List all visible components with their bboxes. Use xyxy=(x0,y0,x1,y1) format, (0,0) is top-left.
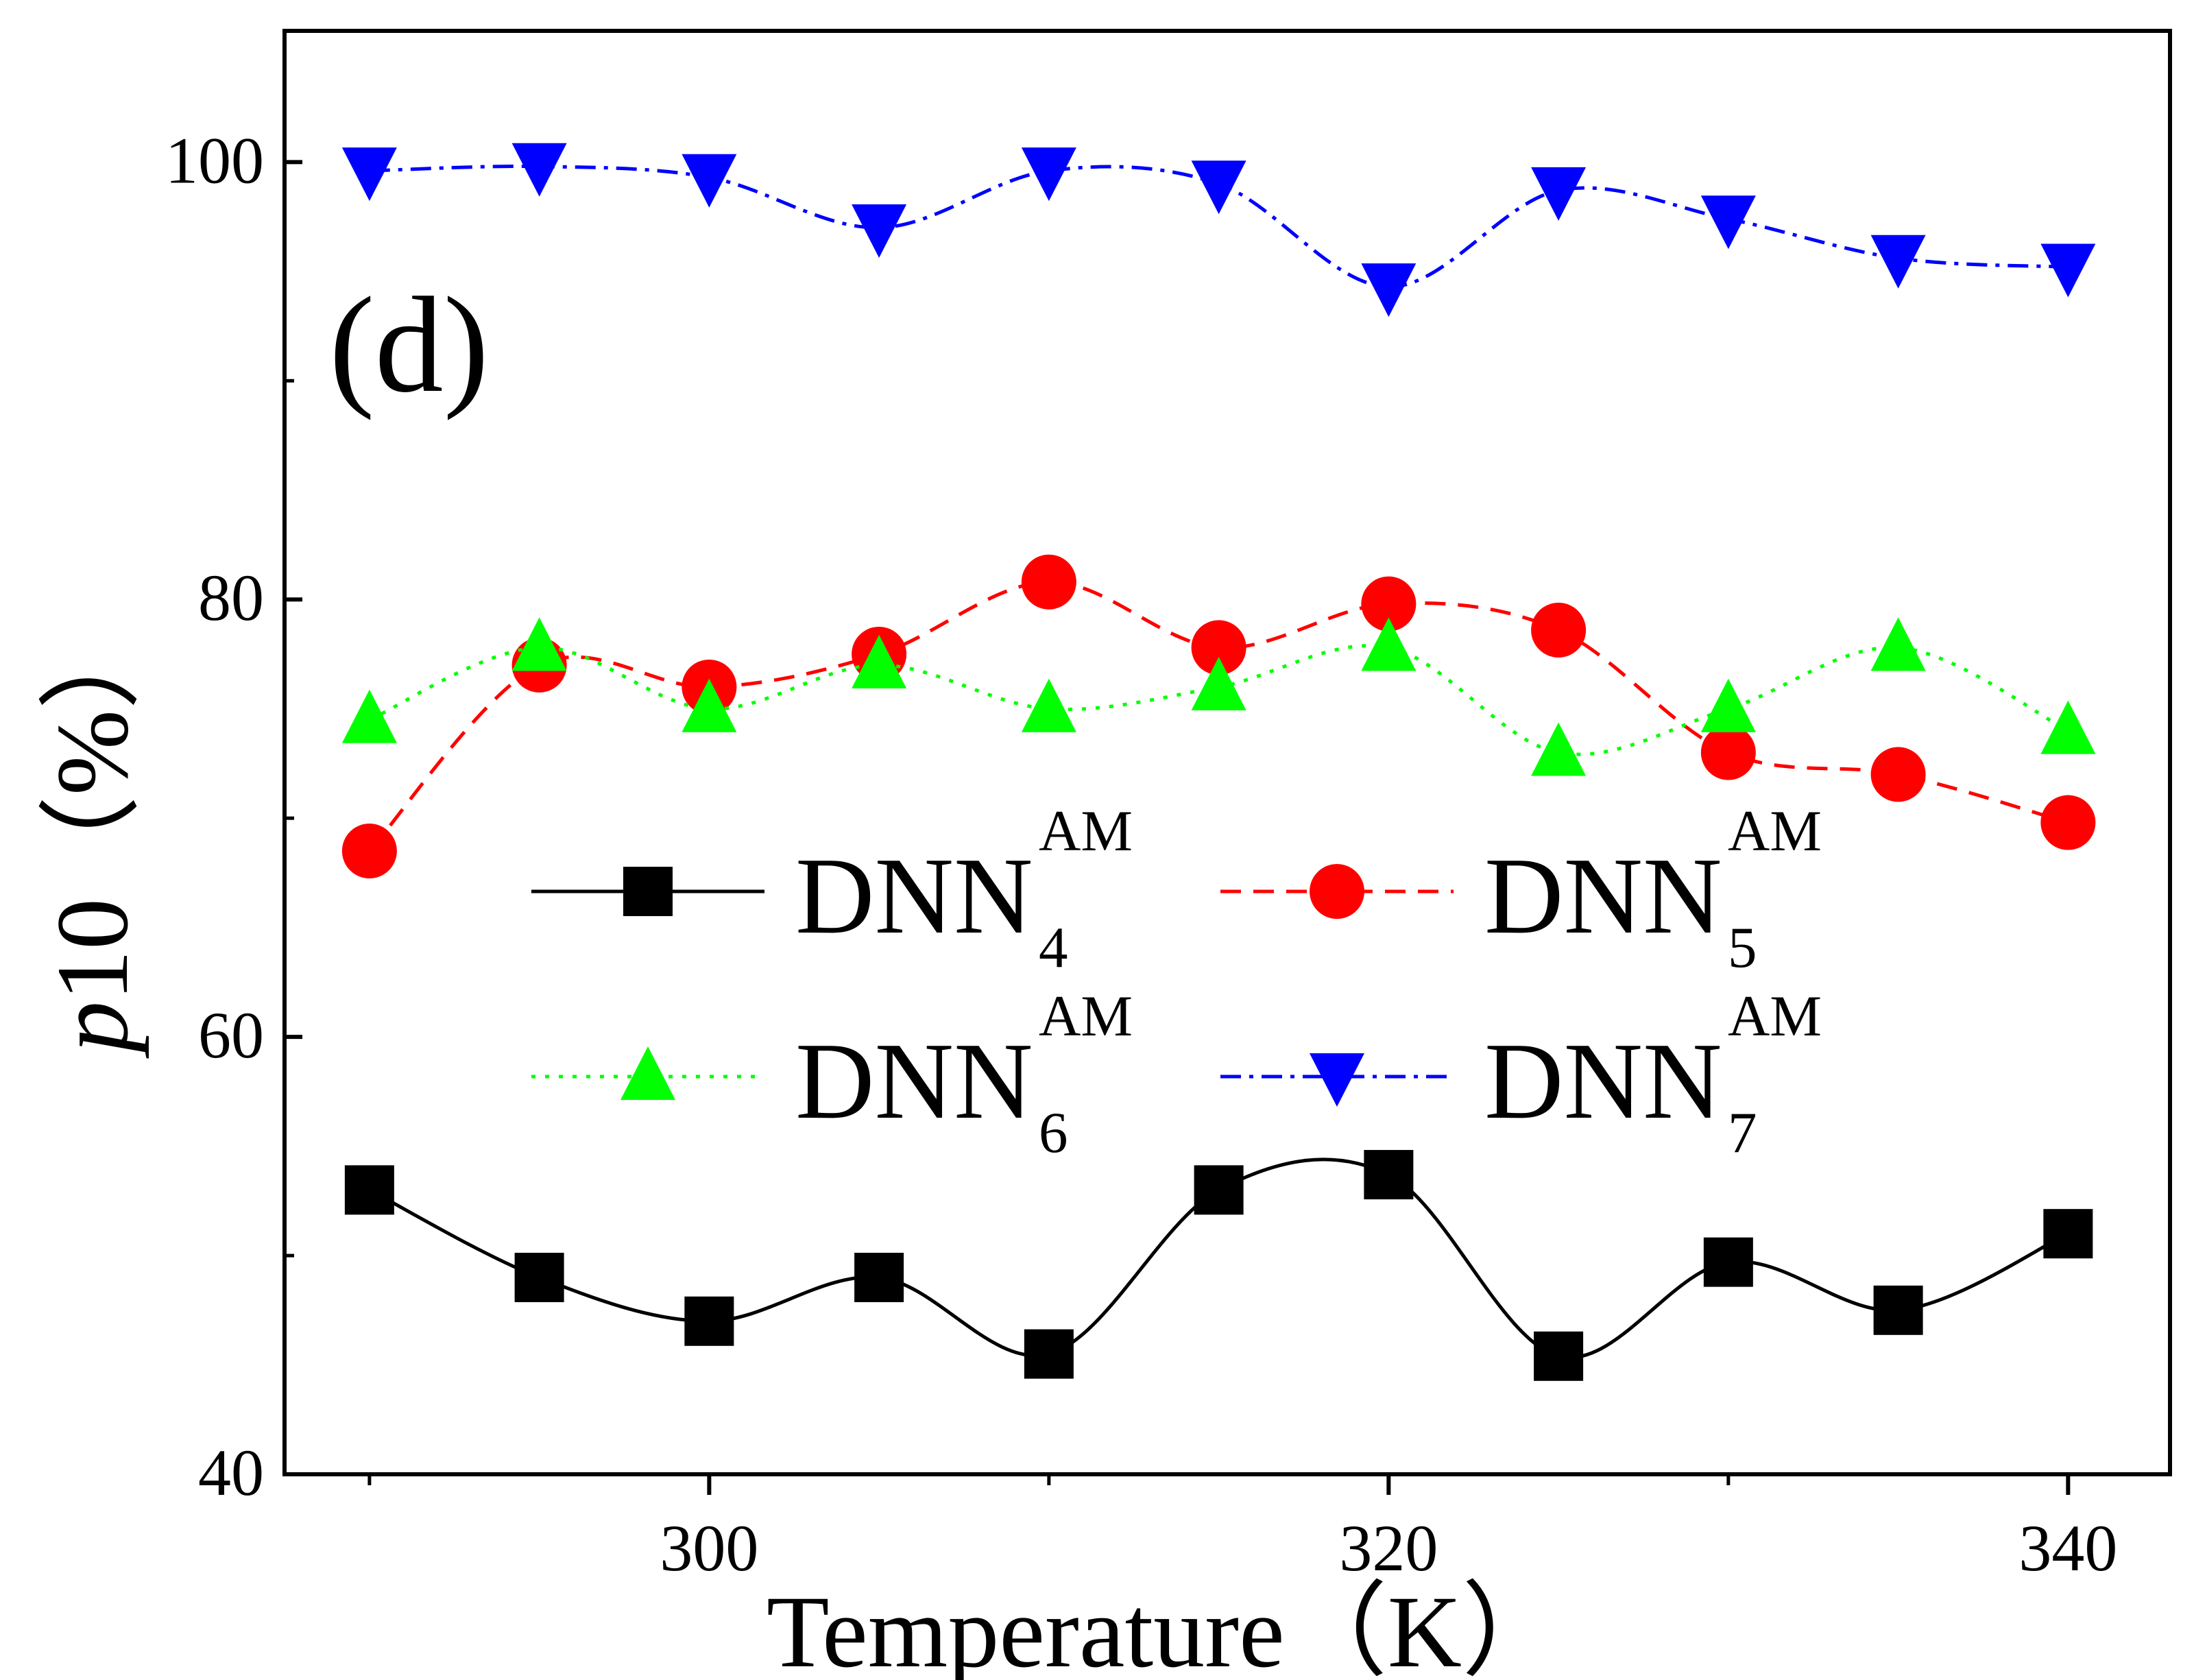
panel-label: (d) xyxy=(329,269,489,421)
series-dnn7-point xyxy=(2040,243,2096,298)
legend-marker xyxy=(623,867,673,916)
series-dnn5-point xyxy=(1191,620,1246,675)
series-dnn7-point xyxy=(1191,160,1246,215)
series-dnn4-point xyxy=(854,1252,904,1302)
series-dnn5-point xyxy=(2040,795,2096,850)
series-dnn4-point xyxy=(1024,1329,1074,1379)
series-dnn6-point xyxy=(1191,656,1246,710)
legend-label-superscript: AM xyxy=(1039,799,1133,863)
series-dnn6-point xyxy=(511,617,567,671)
plot-border xyxy=(282,29,2172,1476)
y-axis-title-rest: 10（%） xyxy=(36,607,149,1001)
series-dnn4-point xyxy=(2043,1209,2093,1259)
series-dnn6-point xyxy=(1870,617,1926,671)
legend-marker xyxy=(620,1046,675,1100)
series-dnn7-point xyxy=(1021,147,1076,202)
legend-marker xyxy=(1310,864,1364,919)
series-dnn5-point xyxy=(1361,576,1417,632)
x-tick-label: 300 xyxy=(660,1511,758,1585)
y-axis: 40 60 80 100 xyxy=(165,123,302,1509)
y-tick-label: 100 xyxy=(165,123,264,197)
series-dnn4-point xyxy=(514,1252,564,1302)
legend-label: DNN xyxy=(795,1020,1033,1142)
y-axis-title: p10（%） xyxy=(36,607,149,1059)
series-dnn7-point xyxy=(852,204,907,259)
y-tick-label: 40 xyxy=(198,1436,264,1509)
series-dnn6-point xyxy=(2040,700,2096,754)
legend-label: DNN xyxy=(795,835,1033,957)
series-dnn7-point xyxy=(1361,263,1417,317)
series-dnn4-point xyxy=(344,1165,394,1215)
y-axis-title-variable: p xyxy=(36,1001,149,1059)
series-dnn6-point xyxy=(1531,722,1587,776)
x-axis: 300 320 340 xyxy=(367,1474,2117,1585)
series-dnn7-point xyxy=(682,154,737,208)
series-dnn7-point xyxy=(511,143,567,197)
series-dnn5-point xyxy=(1531,602,1587,658)
legend-label: DNN xyxy=(1484,835,1722,957)
series-dnn6-point xyxy=(1700,678,1756,732)
series-dnn5-point xyxy=(1870,747,1926,802)
x-tick-label: 340 xyxy=(2018,1511,2117,1585)
legend-label: DNN xyxy=(1484,1020,1722,1142)
series-dnn7-point xyxy=(1870,235,1926,289)
series-dnn4-point xyxy=(1194,1165,1244,1215)
series-dnn4-point xyxy=(1534,1331,1584,1381)
series-dnn7 xyxy=(341,143,2096,317)
legend-label-subscript: 4 xyxy=(1039,915,1068,980)
series-dnn6-point xyxy=(341,689,397,743)
plot-area xyxy=(282,29,2172,1476)
series-dnn7-point xyxy=(341,147,397,202)
series-dnn4-point xyxy=(1873,1285,1923,1335)
legend-label-subscript: 6 xyxy=(1039,1101,1068,1165)
legend-label-subscript: 7 xyxy=(1728,1101,1757,1165)
series-layer xyxy=(341,143,2096,1381)
series-dnn5-point xyxy=(1021,554,1076,610)
series-dnn6-point xyxy=(682,678,737,732)
legend-marker xyxy=(1310,1053,1364,1107)
series-dnn4-point xyxy=(1703,1237,1753,1287)
series-dnn4-point xyxy=(684,1296,734,1346)
x-axis-title: Temperature（K） xyxy=(767,1575,1565,1680)
y-tick-label: 80 xyxy=(198,561,264,634)
x-tick-label: 320 xyxy=(1339,1511,1438,1585)
series-dnn6-point xyxy=(1361,617,1417,671)
series-dnn5-point xyxy=(341,824,397,879)
series-dnn4-point xyxy=(1364,1150,1414,1200)
series-dnn6-point xyxy=(852,634,907,688)
series-dnn5-point xyxy=(1700,725,1756,780)
legend-label-superscript: AM xyxy=(1039,984,1133,1048)
legend-label-superscript: AM xyxy=(1728,984,1822,1048)
y-tick-label: 60 xyxy=(198,998,264,1072)
series-dnn7-point xyxy=(1700,195,1756,250)
series-dnn7-point xyxy=(1531,167,1587,221)
series-dnn4 xyxy=(344,1150,2093,1381)
series-dnn6-point xyxy=(1021,678,1076,732)
series-dnn6 xyxy=(341,617,2096,776)
series-dnn5 xyxy=(341,554,2096,879)
legend-label-superscript: AM xyxy=(1728,799,1822,863)
legend-label-subscript: 5 xyxy=(1728,915,1757,980)
